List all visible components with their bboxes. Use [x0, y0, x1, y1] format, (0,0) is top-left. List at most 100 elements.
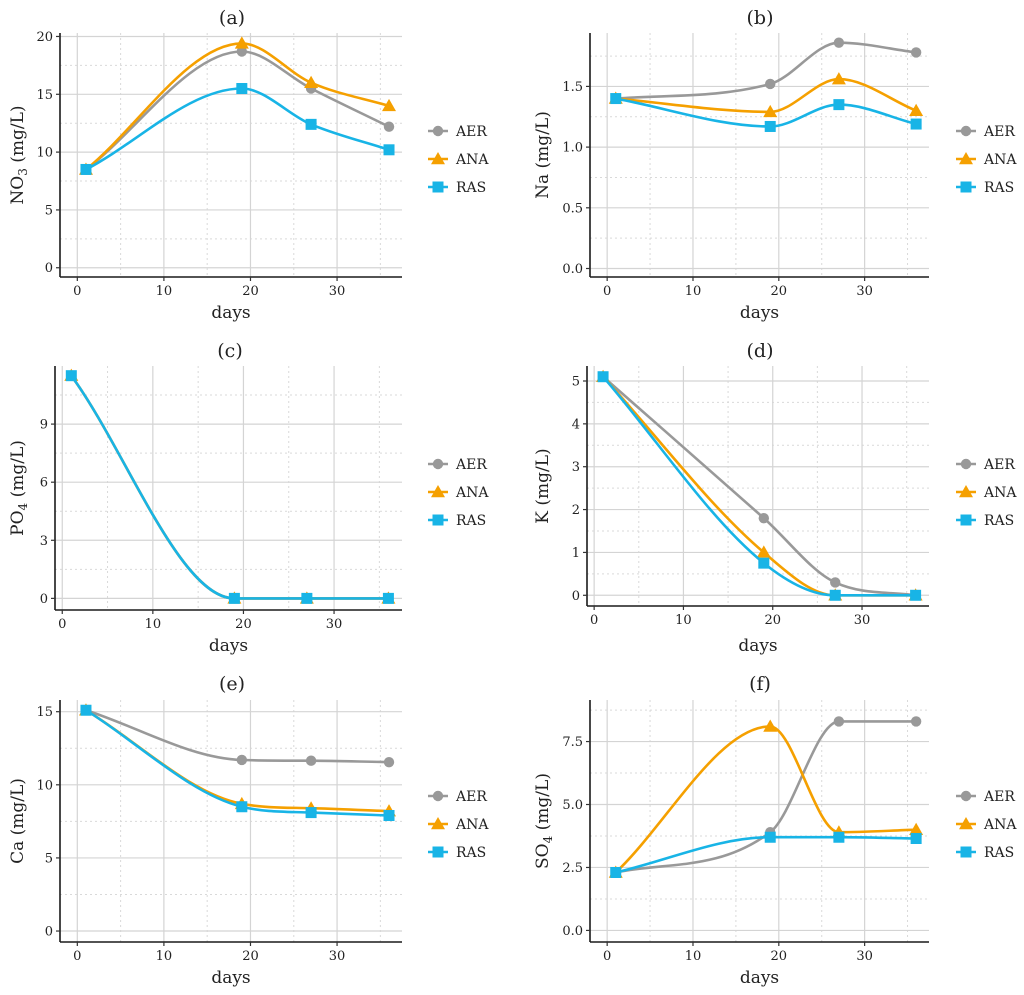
y-axis-title: SO4 (mg/L) [533, 773, 555, 869]
legend-marker-ana [431, 485, 445, 498]
y-axis-title: K (mg/L) [533, 448, 553, 523]
legend-marker-aer [432, 790, 444, 802]
legend-label-ras: RAS [456, 513, 486, 529]
y-tick-label: 1 [572, 546, 580, 561]
x-axis-title: days [211, 303, 250, 323]
data-point-aer [236, 754, 248, 766]
legend-label-ana: ANA [983, 485, 1017, 501]
legend-marker-ras [960, 514, 972, 526]
data-point-ras [829, 589, 841, 601]
x-tick-label: 0 [603, 284, 611, 299]
legend-label-ras: RAS [456, 845, 486, 861]
panel-title: (a) [219, 7, 245, 29]
y-tick-label: 6 [40, 476, 48, 491]
panel-title: (e) [219, 673, 245, 695]
data-point-aer [758, 512, 770, 524]
data-point-ras [382, 592, 394, 604]
x-axis-title: days [209, 636, 248, 656]
legend-label-ana: ANA [983, 817, 1017, 833]
data-point-ras [764, 120, 776, 132]
series-layer [78, 36, 397, 175]
series-line-ras [614, 97, 918, 128]
y-axis-title-unit: (mg/L) [8, 105, 28, 168]
panel-b: 0 10 20 30 0.0 0.5 1.0 1.5 (b) days Na (mg/L) AER AN… [533, 7, 1017, 323]
y-tick-label: 10 [36, 146, 53, 161]
legend-marker-ras [432, 514, 444, 526]
y-tick-label: 15 [36, 705, 53, 720]
data-point-ana [234, 36, 249, 49]
x-tick-label: 0 [73, 284, 81, 299]
panel-title: (b) [747, 7, 774, 29]
x-axis-title: days [738, 636, 777, 656]
panel-a: 0 10 20 30 0 5 10 15 20 (a) days NO3 (mg/L) AER ANA RA… [8, 7, 489, 323]
data-point-ras [764, 831, 776, 843]
y-tick-label: 0.5 [562, 201, 583, 216]
y-tick-label: 0 [572, 589, 580, 604]
x-tick-label: 0 [590, 613, 598, 628]
y-axis-title: NO3 (mg/L) [8, 105, 30, 204]
x-tick-label: 20 [771, 949, 788, 964]
legend-label-ras: RAS [984, 180, 1014, 196]
y-tick-label: 0 [45, 261, 53, 276]
data-point-aer [765, 78, 776, 90]
legend-label-ras: RAS [456, 180, 486, 196]
y-axis-title-unit: (mg/L) [533, 773, 553, 836]
data-point-ras [610, 866, 622, 878]
data-point-ras [833, 99, 845, 111]
y-axis-title: PO4 (mg/L) [8, 440, 30, 536]
x-tick-label: 30 [856, 284, 873, 299]
series-layer [78, 703, 397, 822]
legend-marker-ana [431, 817, 445, 830]
legend-label-aer: AER [983, 457, 1015, 473]
x-tick-label: 30 [329, 284, 346, 299]
y-axis-title-main: Ca (mg/L) [8, 778, 28, 864]
y-tick-label: 5 [45, 851, 53, 866]
y-axis-title-main: SO [533, 843, 553, 869]
legend-marker-ras [960, 846, 972, 858]
data-point-ras [910, 833, 922, 845]
data-point-ras [228, 592, 240, 604]
series-layer [608, 37, 924, 132]
y-tick-label: 2.5 [562, 861, 583, 876]
legend-marker-ras [960, 181, 972, 193]
panel-title: (f) [749, 673, 771, 695]
data-point-aer [833, 716, 845, 727]
legend-marker-ras [432, 846, 444, 858]
y-tick-label: 5 [45, 203, 53, 218]
data-point-aer [830, 577, 841, 588]
series-line-ana [614, 725, 918, 874]
x-tick-label: 0 [58, 617, 66, 632]
series-layer [64, 368, 396, 604]
legend-marker-aer [960, 790, 972, 802]
data-point-ras [80, 704, 92, 716]
x-axis-title: days [211, 968, 250, 988]
legend: AER ANA RAS [428, 457, 489, 529]
panel-d: 0 10 20 30 0 1 2 3 4 5 (d) days K (mg/L) AER ANA RAS [533, 340, 1017, 656]
series-layer [596, 369, 923, 601]
y-axis-title-main: Na (mg/L) [533, 111, 553, 199]
y-axis-title-subscript: 4 [541, 835, 555, 843]
y-tick-label: 10 [36, 778, 53, 793]
data-point-aer [305, 755, 317, 766]
y-tick-label: 5 [572, 375, 580, 390]
y-axis-title: Ca (mg/L) [8, 778, 28, 864]
legend-marker-ana [431, 152, 445, 165]
legend: AER ANA RAS [956, 789, 1017, 861]
y-tick-label: 0.0 [562, 262, 583, 277]
x-tick-label: 10 [685, 284, 702, 299]
x-tick-label: 10 [145, 617, 162, 632]
data-point-ras [910, 118, 922, 130]
legend-marker-aer [960, 458, 972, 470]
series-line-ras [84, 87, 391, 171]
series-line-aer [614, 720, 918, 874]
legend: AER ANA RAS [956, 124, 1017, 196]
legend-label-ras: RAS [984, 513, 1014, 529]
y-tick-label: 0.0 [562, 924, 583, 939]
data-point-aer [833, 37, 845, 48]
y-tick-label: 0 [45, 925, 53, 940]
data-point-ana [382, 98, 397, 112]
x-tick-label: 30 [854, 613, 871, 628]
x-tick-label: 30 [326, 617, 343, 632]
data-point-ana [763, 719, 778, 732]
